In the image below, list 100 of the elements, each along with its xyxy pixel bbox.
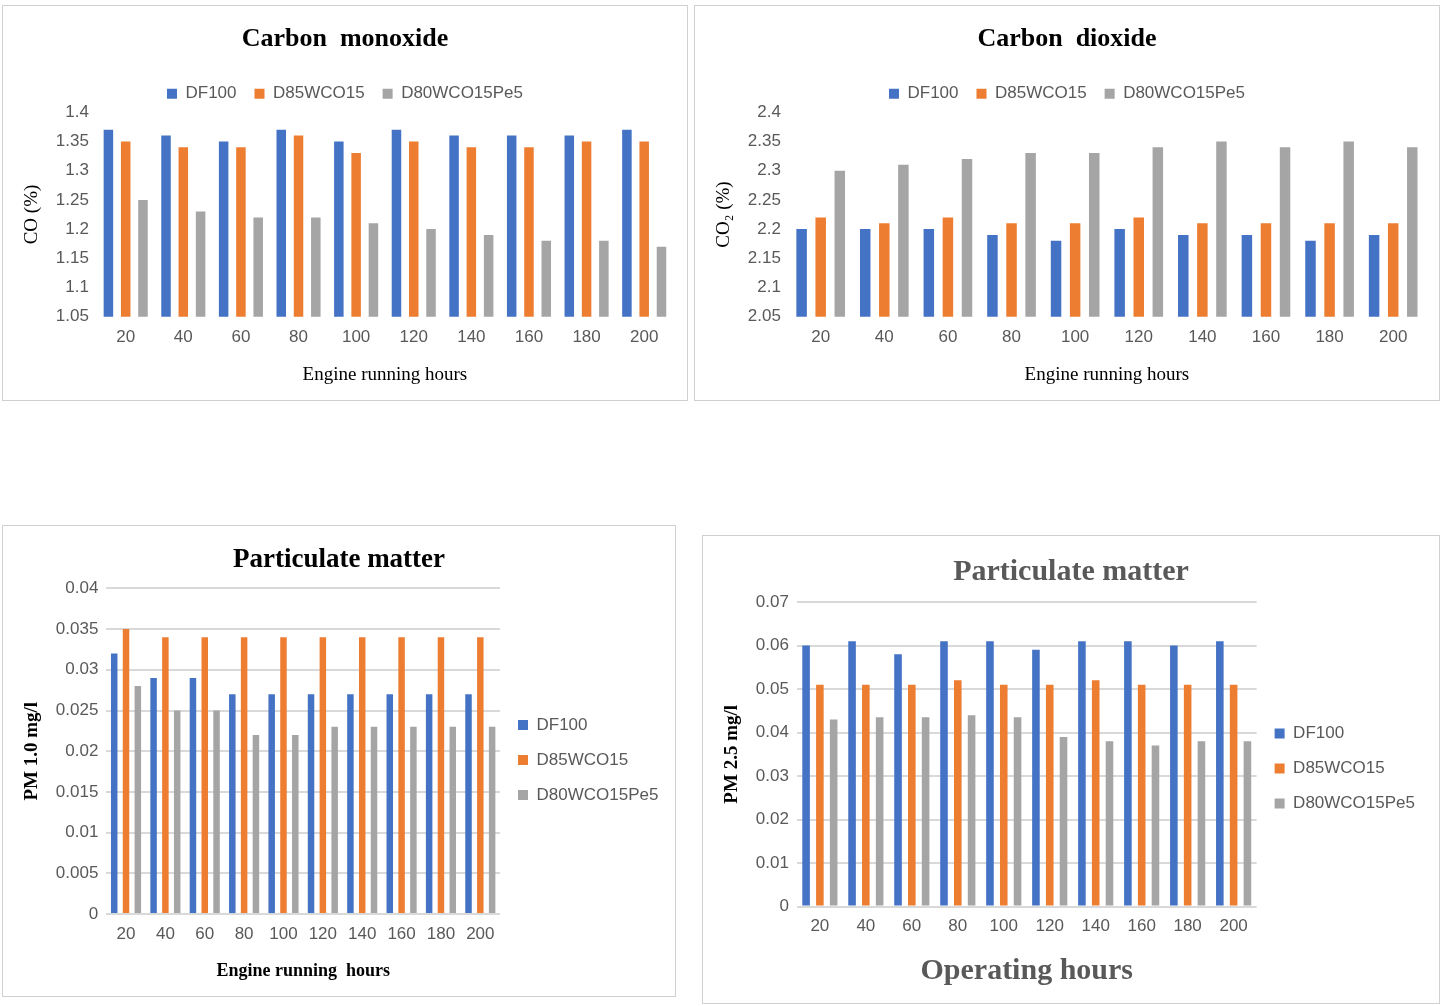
bar bbox=[1091, 680, 1100, 906]
bar bbox=[1216, 641, 1224, 906]
bar bbox=[816, 684, 824, 906]
x-tick-label: 80 bbox=[1002, 326, 1021, 346]
x-tick-label: 60 bbox=[938, 326, 958, 346]
x-tick-label: 60 bbox=[231, 326, 251, 346]
x-tick-label: 40 bbox=[856, 916, 876, 936]
y-tick-label: 2.15 bbox=[747, 248, 781, 268]
bar bbox=[894, 654, 902, 906]
x-tick-label: 120 bbox=[399, 326, 428, 346]
y-tick-label: 1.35 bbox=[55, 131, 89, 151]
bar bbox=[110, 653, 118, 913]
bar bbox=[268, 694, 275, 913]
bar bbox=[986, 641, 994, 906]
bar bbox=[1243, 741, 1252, 906]
x-tick-label: 100 bbox=[269, 923, 298, 943]
x-tick-label: 60 bbox=[902, 916, 922, 936]
x-axis-title: Engine running hours bbox=[1024, 362, 1190, 384]
x-axis-title: Operating hours bbox=[920, 951, 1134, 985]
x-tick-label: 40 bbox=[155, 923, 175, 943]
bar bbox=[1032, 649, 1040, 906]
x-tick-label: 140 bbox=[1188, 326, 1217, 346]
x-tick-label: 160 bbox=[387, 923, 416, 943]
bar bbox=[921, 717, 930, 906]
bar bbox=[229, 694, 236, 913]
x-tick-label: 160 bbox=[514, 326, 544, 346]
bar bbox=[1183, 684, 1192, 906]
bar bbox=[999, 684, 1008, 906]
bar bbox=[240, 637, 248, 913]
x-tick-label: 200 bbox=[1379, 326, 1408, 346]
bar bbox=[150, 677, 157, 913]
bar bbox=[1078, 641, 1086, 906]
x-tick-label: 140 bbox=[457, 326, 486, 346]
bar bbox=[437, 637, 445, 913]
bar bbox=[162, 637, 169, 913]
chart-title: Carbon monoxide bbox=[241, 23, 449, 53]
bar bbox=[848, 641, 856, 906]
legend-label: D85WCO15 bbox=[273, 83, 365, 103]
y-tick-label: 2.1 bbox=[757, 277, 781, 297]
x-tick-label: 120 bbox=[1124, 326, 1153, 346]
legend-label: D80WCO15Pe5 bbox=[536, 784, 659, 804]
bar bbox=[358, 637, 366, 913]
x-tick-label: 180 bbox=[1315, 326, 1344, 346]
x-tick-label: 200 bbox=[1219, 916, 1248, 936]
legend-label: DF100 bbox=[1293, 723, 1345, 743]
chart-title: Carbon dioxide bbox=[977, 23, 1157, 53]
legend-label: D85WCO15 bbox=[536, 749, 629, 769]
x-tick-label: 20 bbox=[811, 326, 831, 346]
legend-label: D85WCO15 bbox=[995, 83, 1087, 103]
bar bbox=[449, 726, 457, 913]
x-tick-label: 160 bbox=[1251, 326, 1281, 346]
y-tick-label: 0.03 bbox=[755, 765, 789, 785]
y-tick-label: 0.07 bbox=[755, 591, 789, 611]
chart-title: Particulate matter bbox=[232, 543, 446, 574]
y-tick-label: 0.02 bbox=[755, 809, 789, 829]
bar bbox=[189, 677, 197, 913]
bar bbox=[1124, 641, 1132, 906]
y-tick-label: 0 bbox=[88, 903, 99, 923]
bar bbox=[1170, 645, 1178, 906]
bar bbox=[134, 686, 142, 913]
bar bbox=[862, 684, 870, 906]
y-tick-label: 1.4 bbox=[65, 101, 89, 121]
y-tick-label: 0.04 bbox=[65, 578, 99, 598]
legend-label: DF100 bbox=[536, 714, 588, 734]
bar bbox=[292, 734, 299, 913]
x-tick-label: 20 bbox=[116, 326, 136, 346]
bar bbox=[1105, 741, 1114, 906]
bar bbox=[829, 719, 838, 906]
bar bbox=[319, 637, 327, 913]
y-tick-label: 0.025 bbox=[55, 700, 99, 720]
y-tick-label: 0.06 bbox=[755, 635, 789, 655]
y-axis-title: PM 1.0 mg/l bbox=[20, 701, 42, 801]
x-tick-label: 120 bbox=[1035, 916, 1064, 936]
bar bbox=[954, 680, 962, 906]
y-tick-label: 0.035 bbox=[55, 618, 99, 638]
y-tick-label: 1.1 bbox=[65, 277, 89, 297]
x-tick-label: 40 bbox=[173, 326, 193, 346]
bar bbox=[1045, 684, 1054, 906]
bar bbox=[347, 694, 354, 913]
bar bbox=[1151, 745, 1160, 906]
bar bbox=[908, 684, 916, 906]
x-tick-label: 180 bbox=[1173, 916, 1202, 936]
chart-title: Particulate matter bbox=[953, 552, 1189, 586]
x-tick-label: 20 bbox=[810, 916, 830, 936]
bar bbox=[370, 726, 378, 913]
bar bbox=[488, 726, 496, 913]
bar bbox=[1013, 717, 1022, 906]
bar bbox=[1137, 684, 1146, 906]
bar bbox=[386, 694, 394, 913]
x-axis-title: Engine running hours bbox=[216, 959, 390, 980]
bar bbox=[410, 726, 417, 913]
bar bbox=[252, 734, 260, 913]
y-tick-label: 1.15 bbox=[55, 248, 89, 268]
bar bbox=[280, 637, 287, 913]
y-tick-label: 2.05 bbox=[747, 306, 781, 326]
y-tick-label: 2.35 bbox=[747, 131, 781, 151]
y-tick-label: 1.3 bbox=[65, 160, 89, 180]
y-tick-label: 2.25 bbox=[747, 189, 781, 209]
y-tick-label: 0.05 bbox=[755, 678, 789, 698]
x-axis-title: Engine running hours bbox=[302, 362, 468, 384]
